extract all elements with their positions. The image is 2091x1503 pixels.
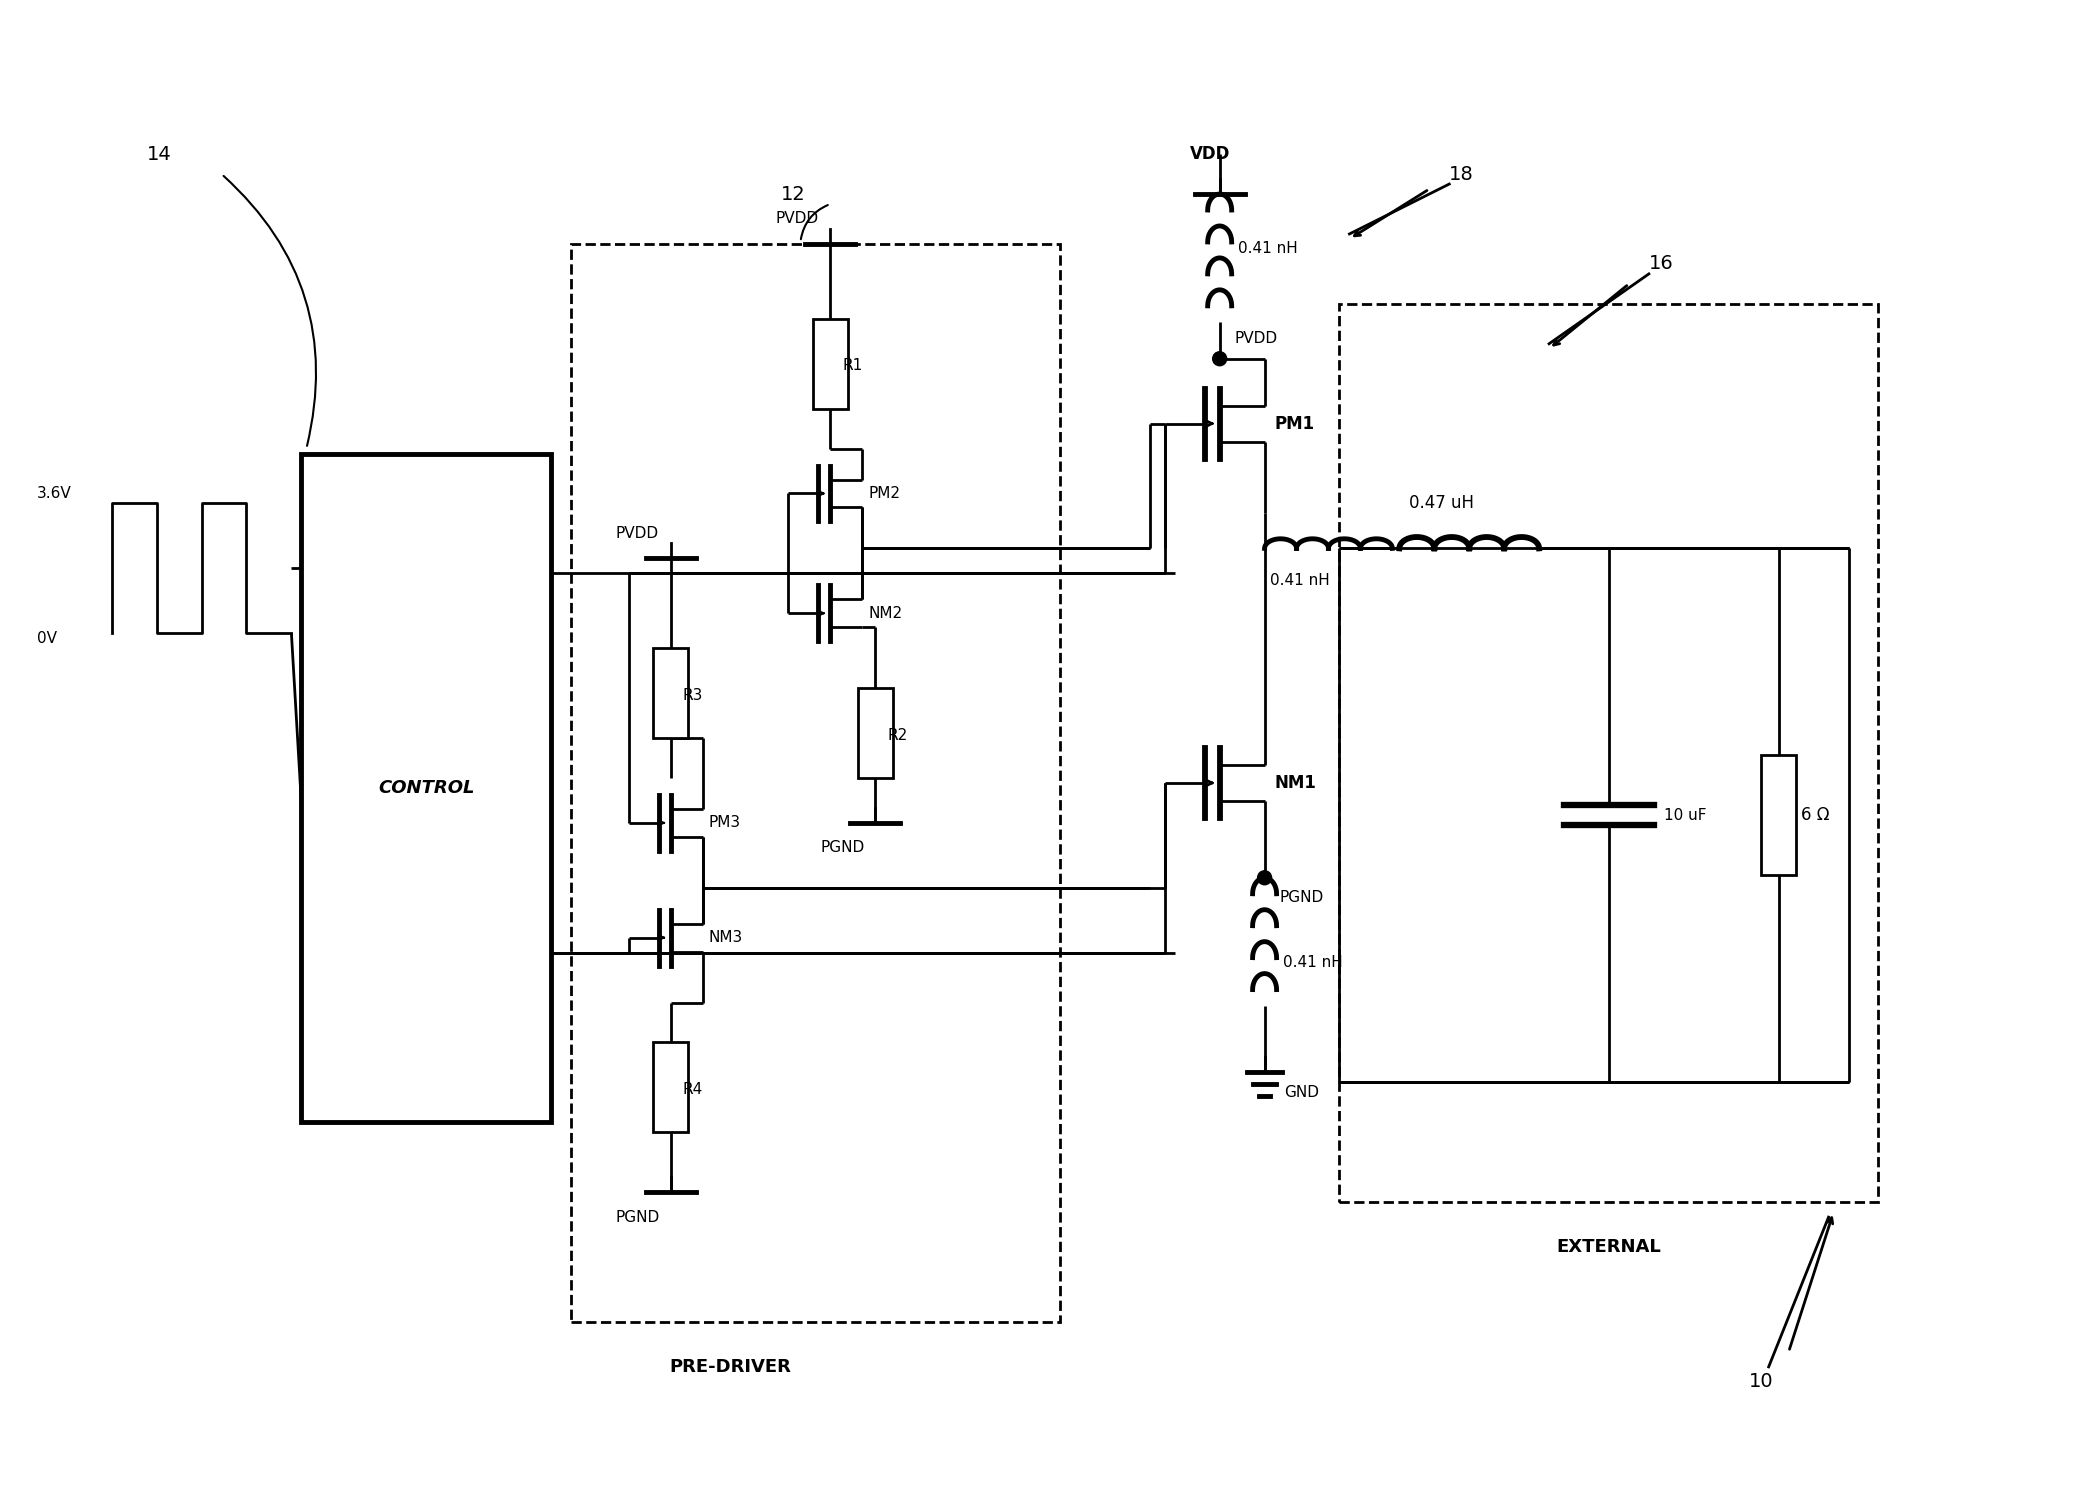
Text: PM3: PM3 (709, 815, 740, 830)
Text: 10: 10 (1748, 1372, 1773, 1392)
Text: R3: R3 (682, 687, 703, 702)
Text: NM2: NM2 (868, 606, 903, 621)
Text: 10 uF: 10 uF (1664, 809, 1706, 822)
Text: 6 Ω: 6 Ω (1800, 807, 1830, 824)
Circle shape (1257, 870, 1271, 885)
Text: R1: R1 (843, 358, 864, 373)
Bar (301, 454, 550, 1123)
Text: CONTROL: CONTROL (378, 779, 475, 797)
Text: PGND: PGND (615, 1210, 661, 1225)
Text: PVDD: PVDD (776, 212, 818, 227)
Text: PGND: PGND (1280, 890, 1324, 905)
Text: PM1: PM1 (1276, 415, 1315, 433)
Text: 12: 12 (780, 185, 805, 203)
Text: PVDD: PVDD (1234, 331, 1278, 346)
Text: PVDD: PVDD (615, 526, 659, 541)
Bar (1761, 756, 1796, 875)
Text: 16: 16 (1650, 254, 1673, 274)
Text: R4: R4 (682, 1082, 703, 1097)
Text: PGND: PGND (820, 840, 866, 855)
Text: GND: GND (1284, 1085, 1319, 1100)
Bar (652, 648, 688, 738)
Text: NM3: NM3 (709, 930, 742, 945)
Text: PRE-DRIVER: PRE-DRIVER (669, 1357, 792, 1375)
Bar (857, 688, 893, 779)
Text: 0.41 nH: 0.41 nH (1238, 242, 1296, 257)
Circle shape (1213, 352, 1227, 365)
Bar (652, 1043, 688, 1132)
Text: R2: R2 (887, 727, 907, 742)
Text: 0.41 nH: 0.41 nH (1282, 954, 1342, 969)
Text: PM2: PM2 (868, 485, 901, 500)
Text: EXTERNAL: EXTERNAL (1556, 1238, 1662, 1257)
Text: 0.41 nH: 0.41 nH (1269, 573, 1330, 588)
Bar (571, 243, 1060, 1323)
Text: 0V: 0V (38, 631, 56, 646)
Text: 3.6V: 3.6V (38, 485, 71, 500)
Bar (813, 319, 847, 409)
Bar (1340, 304, 1878, 1202)
Text: NM1: NM1 (1276, 774, 1317, 792)
Text: 18: 18 (1449, 164, 1474, 183)
Text: VDD: VDD (1190, 146, 1230, 164)
Text: 0.47 uH: 0.47 uH (1409, 494, 1474, 513)
Text: 14: 14 (146, 144, 171, 164)
